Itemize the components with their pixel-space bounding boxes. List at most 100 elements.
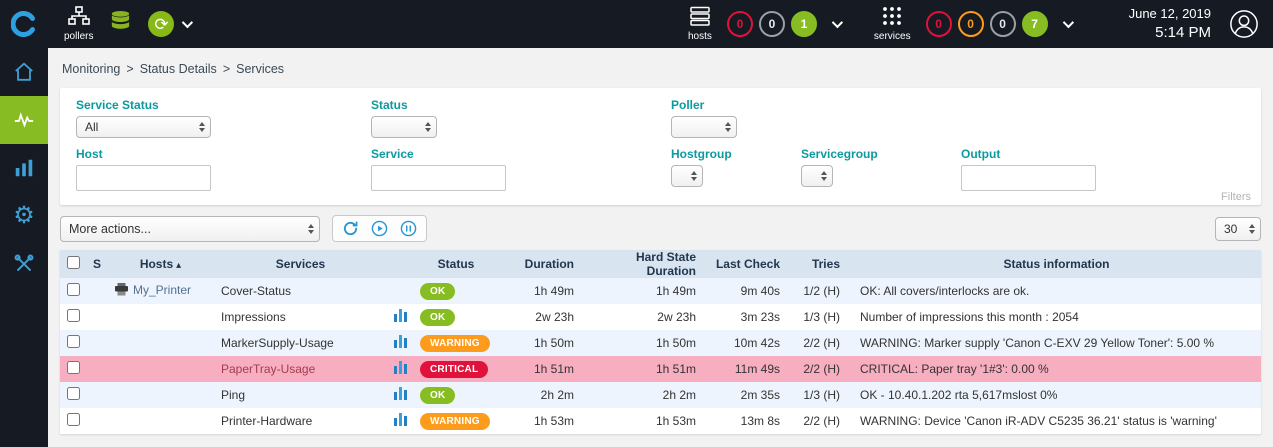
service-input[interactable] xyxy=(371,165,506,191)
breadcrumb-item[interactable]: Status Details xyxy=(139,62,217,76)
service-status-select[interactable]: All xyxy=(76,116,211,138)
actions-toolbar: More actions... 30 xyxy=(60,215,1261,242)
filter-servicegroup: Servicegroup xyxy=(801,147,961,191)
col-header-duration[interactable]: Duration xyxy=(498,250,586,278)
graph-icon[interactable] xyxy=(394,309,408,325)
chevron-down-icon[interactable] xyxy=(1062,16,1074,29)
service-link[interactable]: MarkerSupply-Usage xyxy=(221,336,334,350)
status-badge: WARNING xyxy=(420,412,490,430)
filters-caption: Filters xyxy=(1221,191,1251,203)
col-header-hosts[interactable]: Hosts ▴ xyxy=(108,250,213,278)
breadcrumb-item[interactable]: Monitoring xyxy=(62,62,121,76)
row-checkbox[interactable] xyxy=(66,361,80,374)
row-checkbox[interactable] xyxy=(66,283,80,296)
sidebar-item-home[interactable] xyxy=(0,48,48,96)
tries-cell: 1/3 (H) xyxy=(803,310,840,324)
status-counter-ok[interactable]: 7 xyxy=(1021,11,1048,37)
hosts-menu[interactable]: hosts xyxy=(688,6,712,42)
service-link[interactable]: Impressions xyxy=(221,310,286,324)
output-input[interactable] xyxy=(961,165,1096,191)
service-link[interactable]: Ping xyxy=(221,388,246,402)
severity-cell xyxy=(86,304,108,330)
poller-select[interactable] xyxy=(671,116,737,138)
select-arrows-icon xyxy=(691,171,697,181)
col-header-status-information[interactable]: Status information xyxy=(852,250,1261,278)
chevron-down-icon[interactable] xyxy=(182,16,194,29)
severity-cell xyxy=(86,330,108,356)
col-header-status[interactable]: Status xyxy=(414,250,498,278)
more-actions-select[interactable]: More actions... xyxy=(60,215,320,242)
gear-icon: ⚙ xyxy=(13,202,35,229)
status-counter-neutral[interactable]: 0 xyxy=(989,11,1016,37)
row-checkbox[interactable] xyxy=(66,413,80,426)
pollers-menu[interactable]: pollers xyxy=(64,6,93,42)
select-all-checkbox[interactable] xyxy=(66,256,80,269)
refresh-button[interactable] xyxy=(342,220,359,237)
col-header-tries[interactable]: Tries xyxy=(792,250,852,278)
database-status[interactable] xyxy=(109,10,132,38)
user-menu[interactable] xyxy=(1229,9,1259,39)
duration-cell: 1h 53m xyxy=(533,414,574,428)
graph-icon[interactable] xyxy=(394,361,408,377)
table-row[interactable]: MarkerSupply-Usage WARNING 1h 50m 1h 50m 10m… xyxy=(60,330,1261,356)
graph-icon[interactable] xyxy=(394,413,408,429)
sidebar-item-reporting[interactable] xyxy=(0,144,48,192)
service-link[interactable]: Printer-Hardware xyxy=(221,414,313,428)
graph-icon[interactable] xyxy=(394,335,408,351)
hard-state-duration-cell: 1h 50m xyxy=(655,336,696,350)
sidebar-item-monitoring[interactable] xyxy=(0,96,48,144)
pollers-icon xyxy=(67,6,90,29)
hard-state-duration-cell: 2h 2m xyxy=(662,388,696,402)
row-checkbox[interactable] xyxy=(66,309,80,322)
servicegroup-select[interactable] xyxy=(801,165,833,187)
services-table-body: My_Printer Cover-Status OK 1h 49m 1h 49m 9m 4… xyxy=(60,278,1261,434)
sidebar-item-configuration[interactable]: ⚙ xyxy=(0,192,48,240)
host-link[interactable]: My_Printer xyxy=(133,283,192,298)
col-header-hard-state-duration[interactable]: Hard State Duration xyxy=(586,250,708,278)
services-label: services xyxy=(873,31,911,42)
status-counter-critical[interactable]: 0 xyxy=(925,11,952,37)
tries-cell: 2/2 (H) xyxy=(803,414,840,428)
last-check-cell: 11m 49s xyxy=(734,362,780,376)
select-arrows-icon xyxy=(725,122,731,132)
hard-state-duration-cell: 1h 53m xyxy=(655,414,696,428)
last-check-cell: 3m 23s xyxy=(740,310,780,324)
services-menu[interactable]: services xyxy=(874,6,911,42)
status-information-cell: WARNING: Device 'Canon iR-ADV C5235 36.2… xyxy=(860,414,1217,428)
graph-icon[interactable] xyxy=(394,387,408,403)
status-counter-warning[interactable]: 0 xyxy=(957,11,984,37)
table-row[interactable]: PaperTray-Usage CRITICAL 1h 51m 1h 51m 11m 4… xyxy=(60,356,1261,382)
table-row[interactable]: My_Printer Cover-Status OK 1h 49m 1h 49m 9m 4… xyxy=(60,278,1261,304)
status-counter-neutral[interactable]: 0 xyxy=(758,11,785,37)
filter-service-status: Service Status All xyxy=(76,98,371,138)
service-link[interactable]: Cover-Status xyxy=(221,284,292,298)
status-counter-ok[interactable]: 1 xyxy=(790,11,817,37)
select-arrows-icon xyxy=(425,122,431,132)
centreon-logo[interactable] xyxy=(0,11,48,37)
row-checkbox[interactable] xyxy=(66,387,80,400)
col-header-last-check[interactable]: Last Check xyxy=(708,250,792,278)
table-row[interactable]: Ping OK 2h 2m 2h 2m 2m 35s 1/3 (H) OK - 10.40.… xyxy=(60,382,1261,408)
bar-chart-icon xyxy=(15,159,33,177)
table-row[interactable]: Printer-Hardware WARNING 1h 53m 1h 53m 13m 8… xyxy=(60,408,1261,434)
service-link[interactable]: PaperTray-Usage xyxy=(221,362,316,376)
current-time: 5:14 PM xyxy=(1155,23,1211,41)
page-size-select[interactable]: 30 xyxy=(1215,216,1261,241)
col-header-services[interactable]: Services xyxy=(213,250,388,278)
pause-button[interactable] xyxy=(400,220,417,237)
host-input[interactable] xyxy=(76,165,211,191)
hostgroup-select[interactable] xyxy=(671,165,703,187)
play-button[interactable] xyxy=(371,220,388,237)
sync-status[interactable]: ⟳ xyxy=(148,11,194,37)
logo-c-icon xyxy=(11,11,35,37)
row-checkbox[interactable] xyxy=(66,335,80,348)
chevron-down-icon[interactable] xyxy=(831,16,843,29)
col-header-s[interactable]: S xyxy=(86,250,108,278)
status-select[interactable] xyxy=(371,116,437,138)
sidebar-item-administration[interactable] xyxy=(0,240,48,288)
breadcrumb-item[interactable]: Services xyxy=(236,62,285,76)
status-counter-critical[interactable]: 0 xyxy=(726,11,753,37)
current-date: June 12, 2019 xyxy=(1128,6,1211,22)
table-row[interactable]: Impressions OK 2w 23h 2w 23h 3m 23s 1/3 (H) Nu… xyxy=(60,304,1261,330)
